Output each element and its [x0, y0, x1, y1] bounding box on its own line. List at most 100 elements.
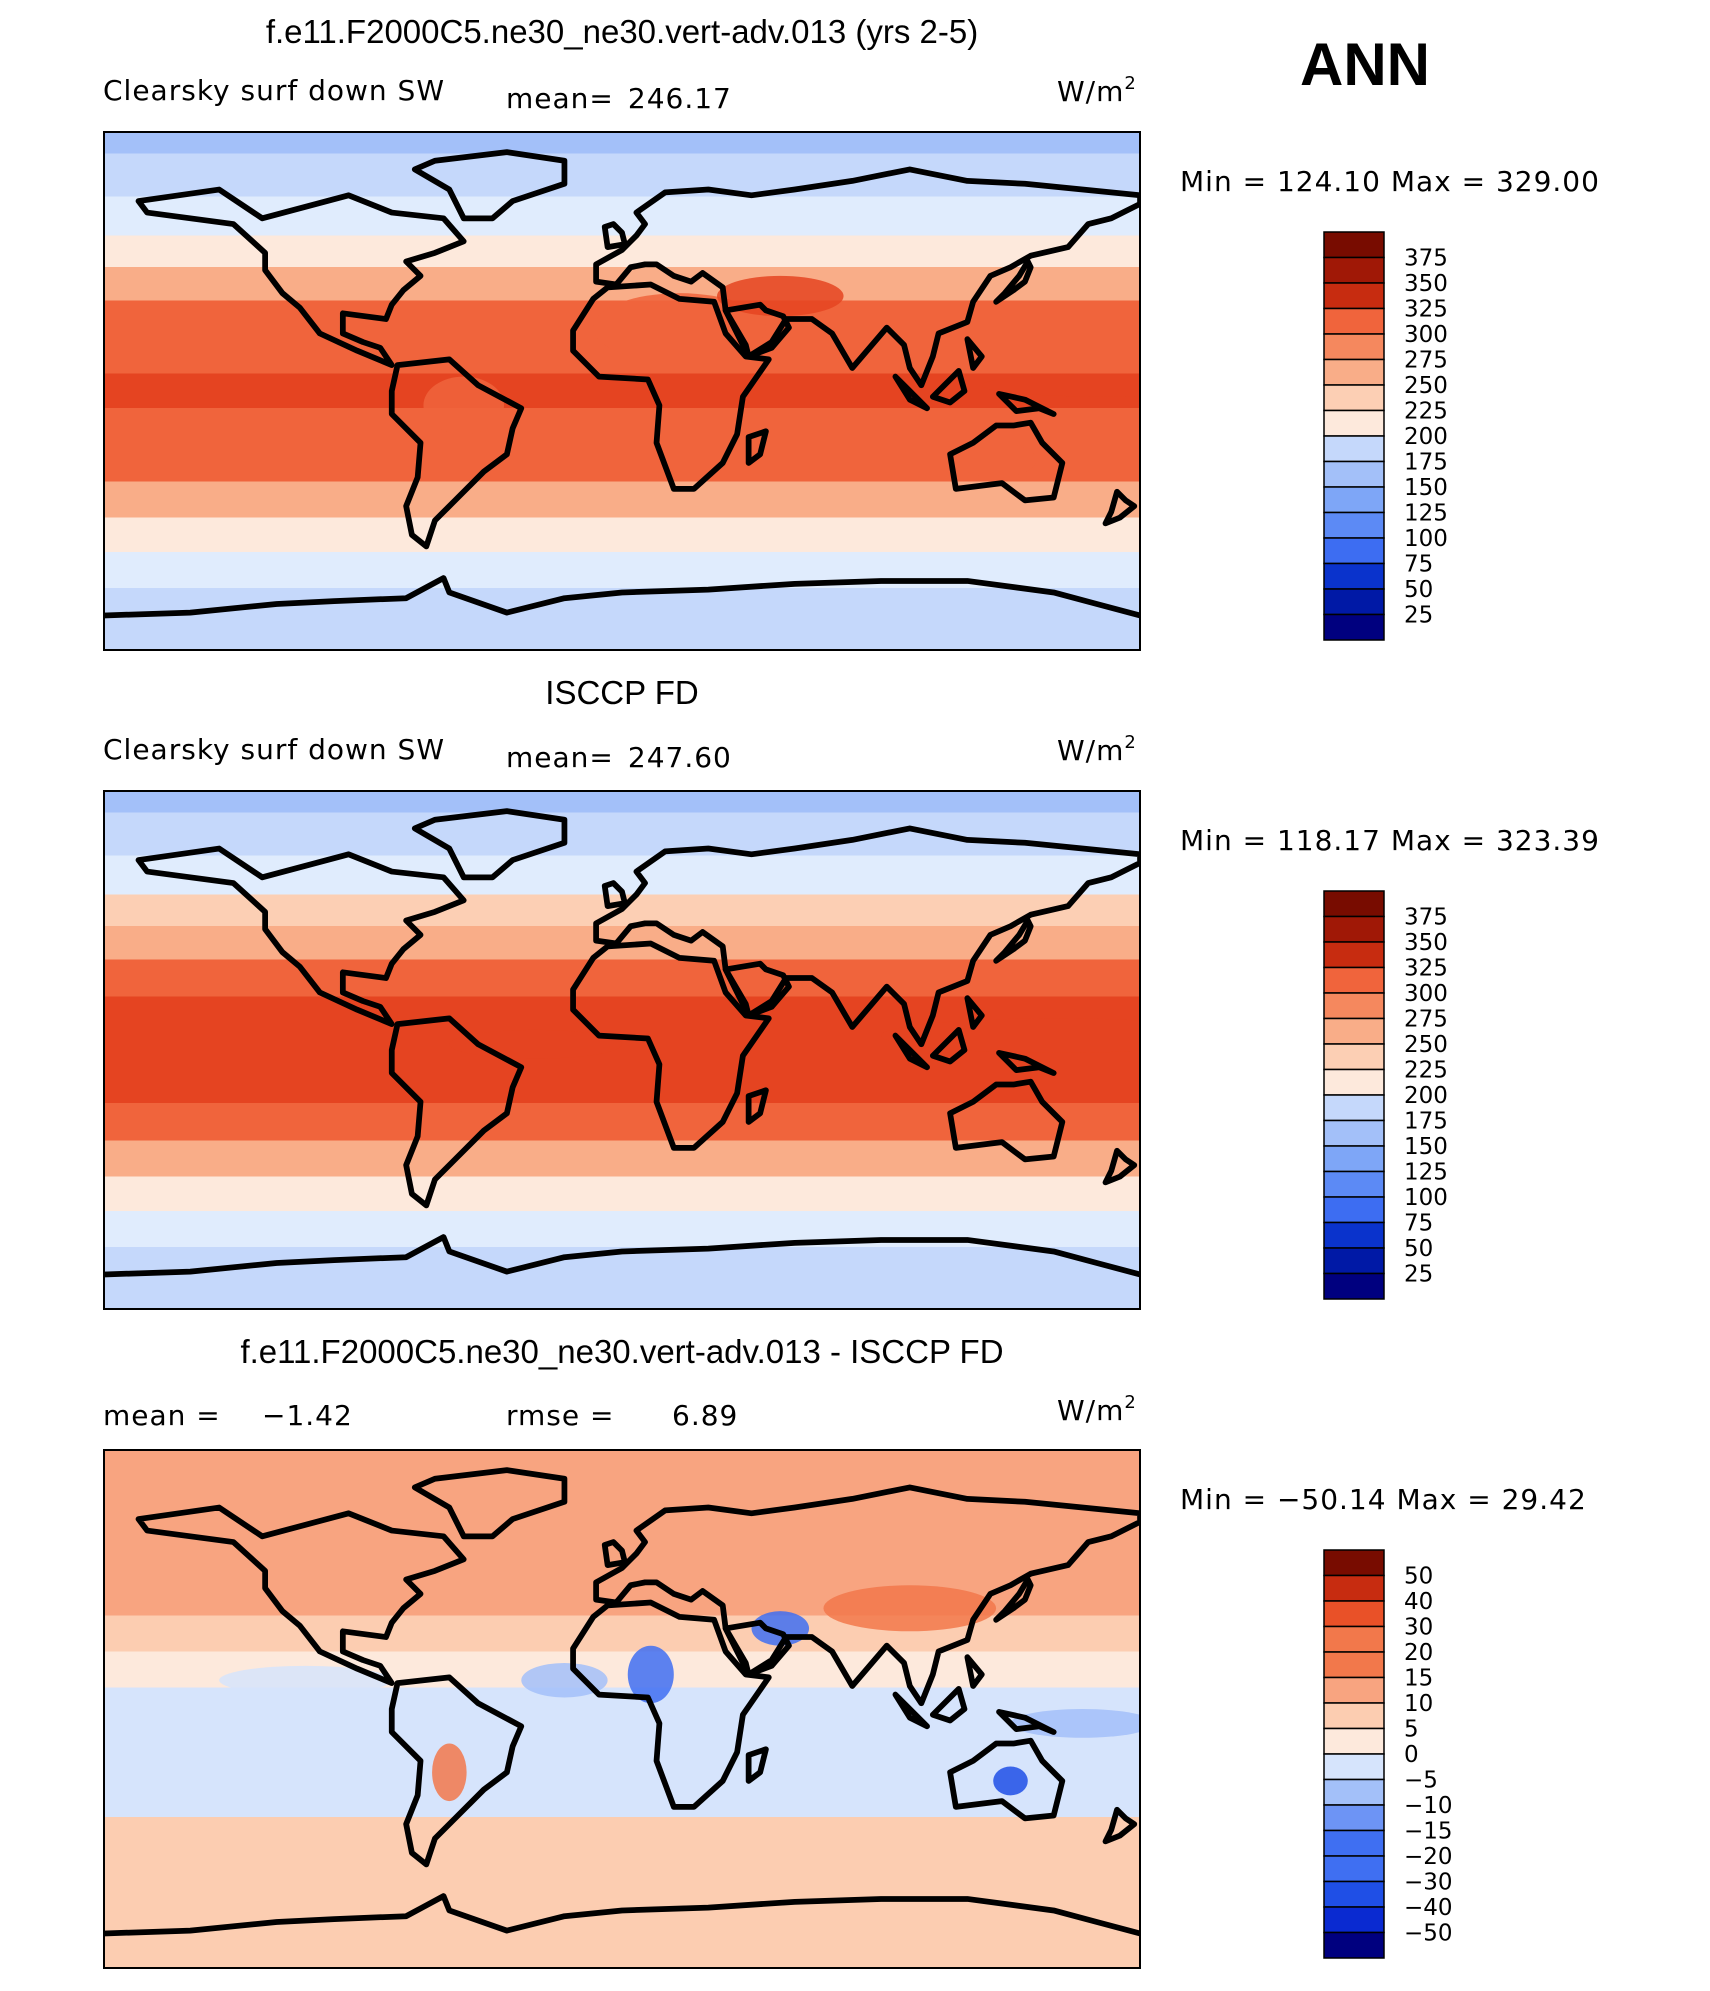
colorbar-tick-label: 30	[1404, 1615, 1433, 1641]
colorbar-tick-label: 375	[1404, 905, 1448, 931]
colorbar-tick-label: −30	[1404, 1870, 1453, 1896]
colorbar-swatch	[1323, 537, 1385, 565]
colorbar-swatch	[1323, 384, 1385, 412]
colorbar-tick-label: 375	[1404, 246, 1448, 272]
colorbar-tick-label: 175	[1404, 450, 1448, 476]
colorbar-swatch	[1323, 256, 1385, 284]
field-blob	[219, 1665, 392, 1695]
panel-0-mean-label: mean=	[506, 82, 614, 115]
colorbar-swatch	[1323, 613, 1385, 641]
panel-title-obs: ISCCP FD	[545, 674, 698, 711]
colorbar-tick-label: −50	[1404, 1921, 1453, 1947]
colorbar-swatch	[1323, 511, 1385, 539]
field-blob	[993, 1766, 1028, 1796]
colorbar-tick-label: −40	[1404, 1895, 1453, 1921]
colorbar-tick-label: 0	[1404, 1742, 1419, 1768]
map-panel-model	[103, 131, 1141, 651]
colorbar-tick-label: 10	[1404, 1691, 1433, 1717]
panel-0-units-text: W/m	[1057, 75, 1124, 108]
colorbar-swatch	[1323, 282, 1385, 310]
panel-1-units: W/m2	[1057, 732, 1137, 767]
colorbar-tick-label: 15	[1404, 1666, 1433, 1692]
colorbar-tick-label: 200	[1404, 424, 1448, 450]
map-1-frame	[103, 790, 1141, 1310]
panel-0-minmax: Min = 124.10 Max = 329.00	[1180, 165, 1600, 198]
colorbar-tick-label: 325	[1404, 297, 1448, 323]
colorbar-tick-label: 100	[1404, 526, 1448, 552]
colorbar-swatch	[1323, 1829, 1385, 1857]
colorbar-swatch	[1323, 1221, 1385, 1249]
colorbar-tick-label: −15	[1404, 1819, 1453, 1845]
colorbar-swatch	[1323, 1702, 1385, 1730]
field-blob	[521, 1662, 608, 1698]
colorbar-tick-label: 20	[1404, 1640, 1433, 1666]
colorbar-tick-label: 75	[1404, 552, 1433, 578]
colorbar-tick-label: 25	[1404, 603, 1433, 629]
panel-title-model: f.e11.F2000C5.ne30_ne30.vert-adv.013 (yr…	[266, 13, 978, 50]
field-blob	[955, 442, 1037, 478]
panel-0-units: W/m2	[1057, 73, 1137, 108]
panel-0-variable-label: Clearsky surf down SW	[103, 74, 445, 107]
colorbar-swatch	[1323, 1753, 1385, 1781]
colorbar-swatch	[1323, 333, 1385, 361]
colorbar-swatch	[1323, 941, 1385, 969]
colorbar-swatch	[1323, 460, 1385, 488]
colorbar-swatch	[1323, 966, 1385, 994]
colorbar-tick-label: 300	[1404, 981, 1448, 1007]
colorbar-tick-label: 75	[1404, 1211, 1433, 1237]
colorbar-tick-label: 225	[1404, 1058, 1448, 1084]
colorbar-swatch	[1323, 358, 1385, 386]
colorbar-swatch	[1323, 1272, 1385, 1300]
panel-2-minmax: Min = −50.14 Max = 29.42	[1180, 1483, 1587, 1516]
colorbar-swatch	[1323, 1676, 1385, 1704]
panel-2-units-sup: 2	[1124, 1392, 1136, 1413]
panel-0-units-sup: 2	[1124, 73, 1136, 94]
map-2-frame	[103, 1449, 1141, 1969]
colorbar-swatch	[1323, 588, 1385, 616]
colorbar-tick-label: 200	[1404, 1083, 1448, 1109]
colorbar-swatch	[1323, 1247, 1385, 1275]
colorbar-obs: 3753503253002752502252001751501251007550…	[1323, 890, 1448, 1300]
colorbar-swatch	[1323, 1727, 1385, 1755]
colorbar-swatch	[1323, 1574, 1385, 1602]
panel-2-units: W/m2	[1057, 1392, 1137, 1427]
colorbar-swatch	[1323, 1855, 1385, 1883]
colorbar-swatch	[1323, 435, 1385, 463]
field-blob	[981, 373, 1140, 397]
panel-1-variable-label: Clearsky surf down SW	[103, 733, 445, 766]
colorbar-tick-label: −5	[1404, 1768, 1438, 1794]
colorbar-swatch	[1323, 1017, 1385, 1045]
colorbar-tick-label: 100	[1404, 1185, 1448, 1211]
map-panel-diff	[103, 1449, 1141, 1969]
colorbar-swatch	[1323, 307, 1385, 335]
colorbar-tick-label: 5	[1404, 1717, 1419, 1743]
colorbar-tick-label: 150	[1404, 1134, 1448, 1160]
panel-2-rmse-value: 6.89	[672, 1399, 738, 1432]
colorbar-tick-label: 350	[1404, 271, 1448, 297]
panel-1-mean: mean= 247.60	[506, 741, 732, 774]
field-blob	[823, 1585, 997, 1632]
colorbar-tick-label: 50	[1404, 1236, 1433, 1262]
panel-0-mean: mean= 246.17	[506, 82, 732, 115]
panel-1-mean-value: 247.60	[628, 741, 732, 774]
colorbar-swatch	[1323, 915, 1385, 943]
colorbar-tick-label: 275	[1404, 1007, 1448, 1033]
colorbar-swatch	[1323, 1549, 1385, 1577]
field-blob	[881, 1018, 1140, 1053]
colorbar-swatch	[1323, 562, 1385, 590]
map-panel-obs	[103, 790, 1141, 1310]
panel-1-units-text: W/m	[1057, 734, 1124, 767]
colorbar-swatch	[1323, 231, 1385, 259]
panel-2-mean-label: mean =	[103, 1399, 221, 1432]
map-2-background	[104, 1450, 1140, 1968]
field-blob	[627, 1645, 674, 1704]
colorbar-swatch	[1323, 1906, 1385, 1934]
colorbar-tick-label: 225	[1404, 399, 1448, 425]
map-0-frame	[103, 131, 1141, 651]
field-blob	[751, 1611, 810, 1646]
panel-title-diff: f.e11.F2000C5.ne30_ne30.vert-adv.013 - I…	[240, 1333, 1003, 1370]
colorbar-swatch	[1323, 486, 1385, 514]
season-label: ANN	[1300, 31, 1430, 98]
